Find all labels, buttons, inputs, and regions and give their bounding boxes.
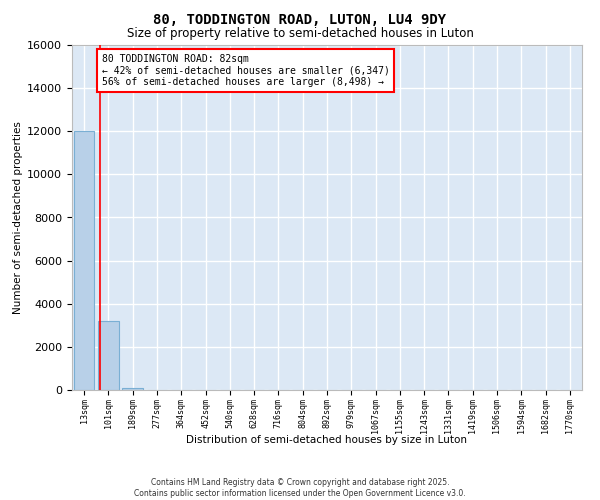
Y-axis label: Number of semi-detached properties: Number of semi-detached properties (13, 121, 23, 314)
Text: Size of property relative to semi-detached houses in Luton: Size of property relative to semi-detach… (127, 28, 473, 40)
Bar (122, 388, 143, 390)
Text: 80 TODDINGTON ROAD: 82sqm
← 42% of semi-detached houses are smaller (6,347)
56% : 80 TODDINGTON ROAD: 82sqm ← 42% of semi-… (101, 54, 389, 87)
Text: Contains HM Land Registry data © Crown copyright and database right 2025.
Contai: Contains HM Land Registry data © Crown c… (134, 478, 466, 498)
Bar (98, 321, 119, 390)
Text: 80, TODDINGTON ROAD, LUTON, LU4 9DY: 80, TODDINGTON ROAD, LUTON, LU4 9DY (154, 12, 446, 26)
Bar (74, 131, 94, 390)
X-axis label: Distribution of semi-detached houses by size in Luton: Distribution of semi-detached houses by … (187, 436, 467, 446)
